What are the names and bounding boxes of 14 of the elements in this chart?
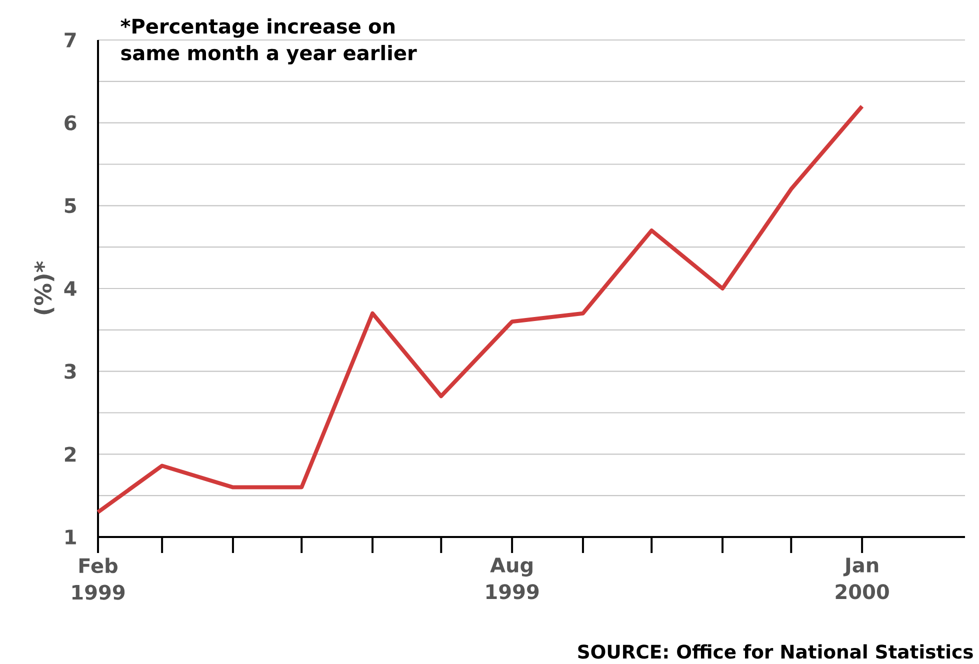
x-tick-label: Jan 2000 [836, 558, 889, 600]
y-axis-title: (%)* [34, 261, 54, 314]
source-note: SOURCE: Office for National Statistics [578, 644, 973, 659]
y-tick-label: 4 [64, 281, 76, 296]
y-tick-label: 6 [64, 115, 76, 130]
y-tick-label: 3 [64, 364, 76, 379]
x-tick-label: Feb 1999 [72, 558, 125, 600]
y-tick-label: 5 [64, 198, 76, 214]
y-tick-label: 1 [66, 530, 76, 544]
y-tick-label: 2 [64, 446, 76, 462]
line-series [96, 104, 864, 514]
x-tick-label: Aug 1999 [486, 558, 539, 600]
annotation: *Percentage increase on same month a year earlier [120, 18, 417, 64]
y-tick-label: 7 [64, 32, 76, 48]
